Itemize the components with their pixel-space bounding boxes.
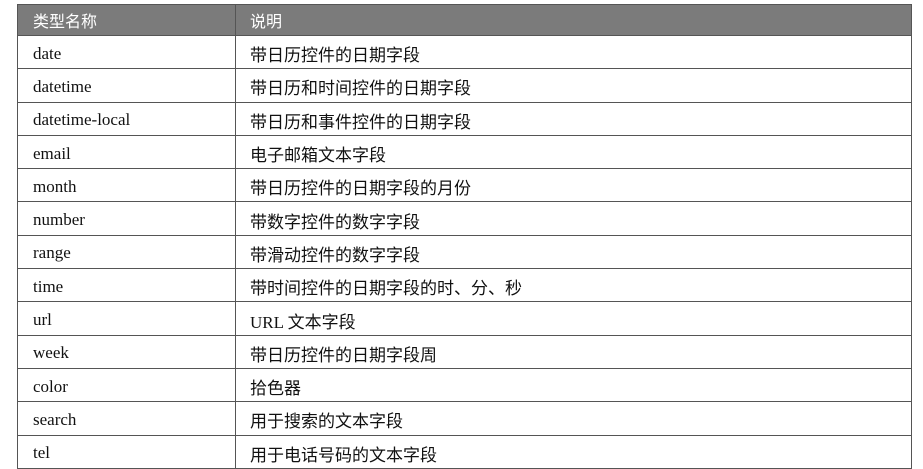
description-cell: 带日历和时间控件的日期字段 [235, 68, 912, 103]
type-name-cell: month [17, 168, 236, 203]
table-row: color 拾色器 [17, 367, 912, 403]
type-name-cell: search [17, 401, 236, 436]
description-cell: 带日历控件的日期字段的月份 [235, 168, 912, 203]
table-row: tel 用于电话号码的文本字段 [17, 434, 912, 469]
type-name-cell: datetime-local [17, 101, 236, 136]
type-name-cell: number [17, 201, 236, 236]
table-row: datetime 带日历和时间控件的日期字段 [17, 68, 912, 103]
description-cell: 用于搜索的文本字段 [235, 401, 912, 436]
input-types-table: 类型名称 说明 date 带日历控件的日期字段 datetime 带日历和时间控件的日… [17, 4, 912, 469]
description-cell: 带日历和事件控件的日期字段 [235, 101, 912, 136]
table-row: datetime-local 带日历和事件控件的日期字段 [17, 101, 912, 136]
description-cell: 用于电话号码的文本字段 [235, 434, 912, 469]
type-name-cell: tel [17, 434, 236, 469]
description-cell: 拾色器 [235, 367, 912, 403]
header-description: 说明 [235, 4, 912, 36]
table-header-row: 类型名称 说明 [17, 4, 912, 36]
type-name-cell: email [17, 134, 236, 170]
description-cell: 电子邮箱文本字段 [235, 134, 912, 170]
description-cell: 带日历控件的日期字段 [235, 34, 912, 70]
table-row: week 带日历控件的日期字段周 [17, 334, 912, 369]
table-row: month 带日历控件的日期字段的月份 [17, 168, 912, 203]
description-cell: 带滑动控件的数字字段 [235, 234, 912, 270]
header-type-name: 类型名称 [17, 4, 236, 36]
type-name-cell: week [17, 334, 236, 369]
table-row: search 用于搜索的文本字段 [17, 401, 912, 436]
table-row: range 带滑动控件的数字字段 [17, 234, 912, 270]
table-row: email 电子邮箱文本字段 [17, 134, 912, 170]
description-cell: 带数字控件的数字字段 [235, 201, 912, 236]
type-name-cell: range [17, 234, 236, 270]
description-cell: 带日历控件的日期字段周 [235, 334, 912, 369]
description-cell: 带时间控件的日期字段的时、分、秒 [235, 268, 912, 303]
type-name-cell: time [17, 268, 236, 303]
table-row: url URL 文本字段 [17, 301, 912, 336]
type-name-cell: color [17, 367, 236, 403]
description-cell: URL 文本字段 [235, 301, 912, 336]
table-row: time 带时间控件的日期字段的时、分、秒 [17, 268, 912, 303]
type-name-cell: datetime [17, 68, 236, 103]
table-row: number 带数字控件的数字字段 [17, 201, 912, 236]
table-row: date 带日历控件的日期字段 [17, 34, 912, 70]
type-name-cell: url [17, 301, 236, 336]
type-name-cell: date [17, 34, 236, 70]
